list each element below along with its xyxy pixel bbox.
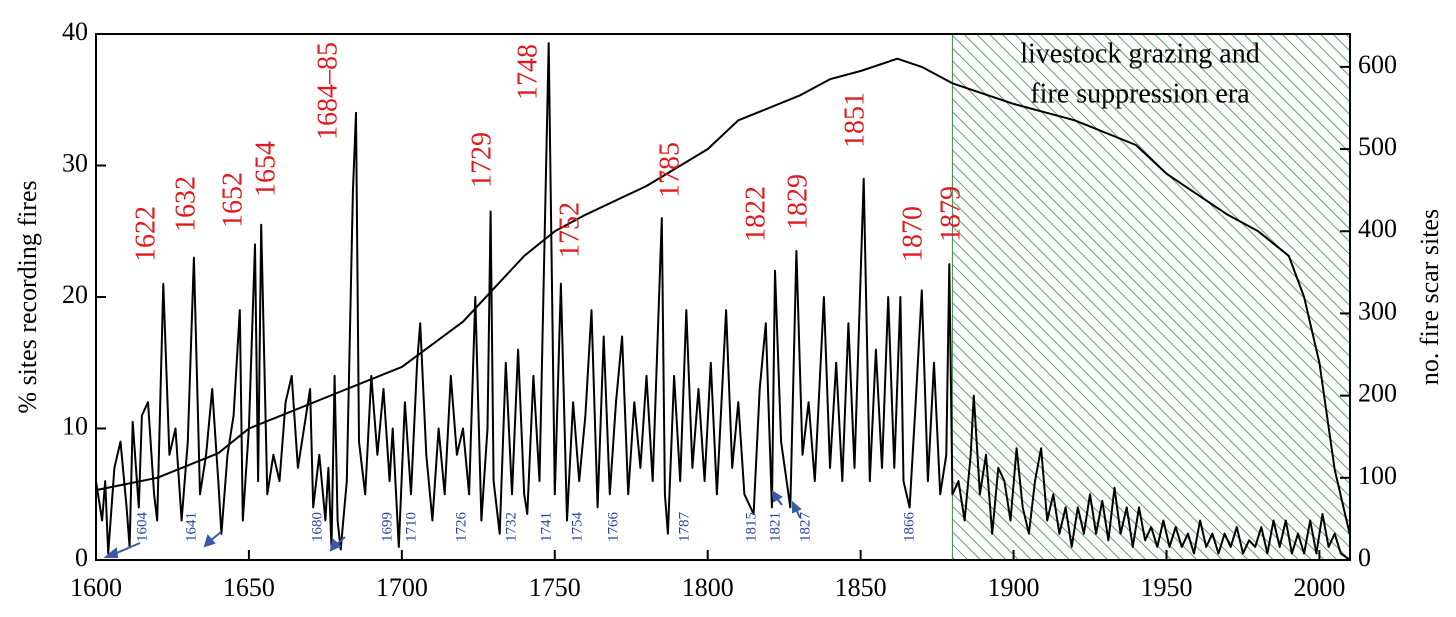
low-label: 1641 xyxy=(183,512,199,542)
low-label: 1866 xyxy=(901,512,917,543)
low-label: 1787 xyxy=(676,512,692,543)
low-label: 1766 xyxy=(605,512,621,543)
peak-label: 1652 xyxy=(217,172,248,228)
arrows xyxy=(103,490,802,558)
region-label: livestock grazing and xyxy=(1020,38,1259,69)
y2-tick-label: 100 xyxy=(1358,461,1397,490)
x-tick-label: 1650 xyxy=(223,573,275,602)
x-tick-label: 1950 xyxy=(1140,573,1192,602)
y2-tick-label: 400 xyxy=(1358,214,1397,243)
peak-label: 1851 xyxy=(839,92,870,148)
peak-label: 1822 xyxy=(740,186,771,242)
series-line xyxy=(95,57,1351,536)
y-tick-label: 20 xyxy=(62,280,88,309)
low-label: 1827 xyxy=(797,512,813,543)
y2-tick-label: 200 xyxy=(1358,379,1397,408)
low-label: 1821 xyxy=(767,512,783,542)
series-line xyxy=(95,42,1351,561)
low-label: 1710 xyxy=(403,512,419,542)
shaded-region xyxy=(951,33,1351,561)
x-tick-label: 2000 xyxy=(1293,573,1345,602)
low-label: 1741 xyxy=(538,512,554,542)
x-tick-label: 1750 xyxy=(529,573,581,602)
peak-label: 1729 xyxy=(466,132,497,188)
peak-label: 1654 xyxy=(250,141,281,197)
low-label: 1815 xyxy=(743,512,759,542)
peak-label: 1684–85 xyxy=(312,42,343,140)
peak-label: 1632 xyxy=(170,176,201,232)
peak-label: 1870 xyxy=(897,206,928,262)
low-label: 1726 xyxy=(453,512,469,543)
y2-tick-label: 300 xyxy=(1358,296,1397,325)
y2-axis-label: no. fire scar sites xyxy=(1415,209,1444,385)
peak-label: 1785 xyxy=(654,142,685,198)
peak-label: 1748 xyxy=(512,44,543,100)
y2-tick-label: 0 xyxy=(1358,543,1371,572)
region-label: fire suppression era xyxy=(1030,78,1250,109)
y-axis-label: % sites recording fires xyxy=(13,180,42,413)
x-tick-label: 1900 xyxy=(988,573,1040,602)
low-label: 1754 xyxy=(569,512,585,543)
peak-label: 1752 xyxy=(554,202,585,258)
y2-tick-label: 500 xyxy=(1358,132,1397,161)
low-label: 1680 xyxy=(309,512,325,542)
y-tick-label: 0 xyxy=(75,543,88,572)
x-tick-label: 1800 xyxy=(682,573,734,602)
y-tick-label: 10 xyxy=(62,411,88,440)
peak-label: 1879 xyxy=(935,186,966,242)
y-tick-label: 30 xyxy=(62,148,88,177)
peak-label: 1829 xyxy=(782,174,813,230)
y2-tick-label: 600 xyxy=(1358,50,1397,79)
x-tick-label: 1700 xyxy=(376,573,428,602)
x-tick-label: 1850 xyxy=(835,573,887,602)
y-tick-label: 40 xyxy=(62,17,88,46)
low-label: 1732 xyxy=(503,512,519,542)
low-label: 1604 xyxy=(134,512,150,543)
low-label: 1699 xyxy=(379,512,395,542)
x-tick-label: 1600 xyxy=(70,573,122,602)
peak-label: 1622 xyxy=(130,206,161,262)
